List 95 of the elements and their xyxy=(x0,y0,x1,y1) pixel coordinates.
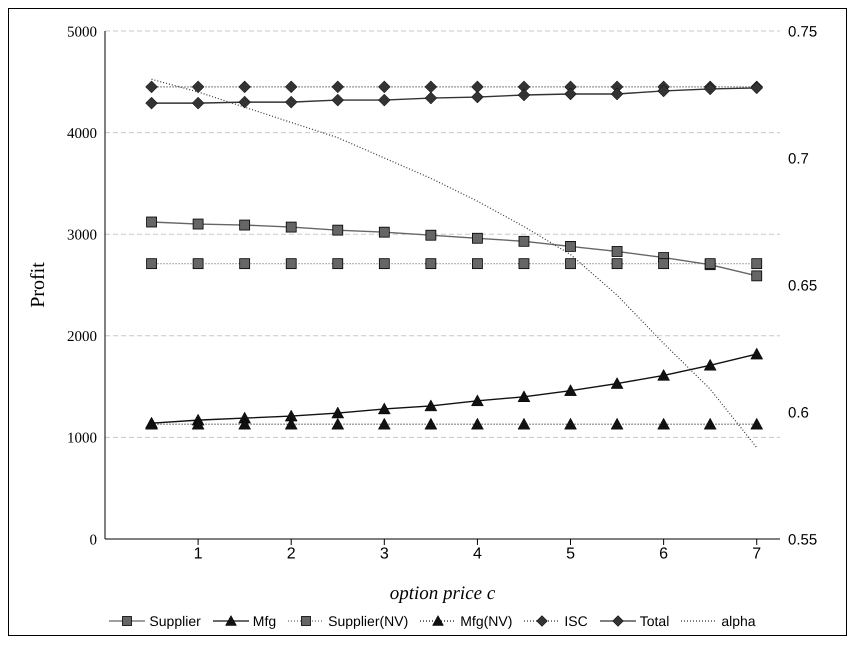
point xyxy=(472,258,483,270)
y-axis-title: Profit xyxy=(27,262,50,308)
point xyxy=(471,90,484,104)
point xyxy=(612,246,622,257)
point xyxy=(239,220,250,230)
point xyxy=(378,94,391,106)
x-tick-label: 3 xyxy=(380,545,389,562)
y-tick-label: 4000 xyxy=(67,126,97,142)
point xyxy=(518,258,530,270)
y2-tick-label: 0.65 xyxy=(788,277,818,294)
x-tick-label: 1 xyxy=(194,545,203,562)
x-tick-label: 2 xyxy=(286,545,296,562)
point xyxy=(332,94,344,106)
point xyxy=(332,406,344,418)
legend-label: Mfg(NV) xyxy=(460,613,512,629)
point xyxy=(424,418,438,430)
point xyxy=(751,270,762,282)
point xyxy=(471,80,484,94)
legend-label: ISC xyxy=(564,613,588,629)
point xyxy=(658,258,670,270)
x-tick-label: 4 xyxy=(472,545,482,562)
y2-tick-label: 0.7 xyxy=(788,150,809,168)
point xyxy=(565,258,576,270)
point xyxy=(704,359,716,371)
point xyxy=(518,390,530,402)
point xyxy=(425,230,436,241)
x-tick-label: 7 xyxy=(752,545,762,562)
point xyxy=(378,258,390,270)
point xyxy=(192,96,204,110)
point xyxy=(146,216,157,228)
x-tick-label: 6 xyxy=(659,545,668,562)
point xyxy=(472,232,483,244)
point xyxy=(518,88,530,102)
point xyxy=(610,377,624,389)
point xyxy=(332,258,344,270)
point xyxy=(750,348,763,360)
legend-label: Supplier xyxy=(149,613,201,629)
point xyxy=(518,418,530,430)
point xyxy=(145,96,158,110)
point xyxy=(751,258,762,270)
y-tick-label: 0 xyxy=(90,532,97,548)
point xyxy=(332,418,344,430)
point xyxy=(565,240,576,252)
legend-label: alpha xyxy=(721,613,756,629)
point xyxy=(192,418,204,430)
point xyxy=(424,92,438,104)
legend-label: Supplier(NV) xyxy=(328,613,408,629)
point xyxy=(192,218,204,230)
y2-tick-label: 0.75 xyxy=(788,23,818,40)
point xyxy=(471,394,484,406)
point xyxy=(286,258,297,270)
point xyxy=(471,418,484,430)
y2-tick-label: 0.6 xyxy=(788,404,809,422)
point xyxy=(378,402,391,414)
y-tick-label: 2000 xyxy=(67,329,97,346)
point xyxy=(564,88,577,100)
point xyxy=(564,384,577,396)
point xyxy=(378,80,391,94)
legend-label: Total xyxy=(640,613,670,629)
point xyxy=(238,96,251,108)
point xyxy=(239,258,250,270)
point xyxy=(657,369,670,381)
point xyxy=(192,258,204,270)
legend-label: Mfg xyxy=(252,613,276,629)
y-tick-label: 3000 xyxy=(67,228,97,244)
point xyxy=(192,80,204,94)
point xyxy=(238,418,251,430)
point xyxy=(564,418,577,430)
point xyxy=(424,400,438,412)
point xyxy=(704,418,716,430)
x-axis-title: option price c xyxy=(390,583,496,604)
y-tick-label: 5000 xyxy=(67,24,97,40)
point xyxy=(284,96,298,108)
point xyxy=(612,258,622,270)
point xyxy=(238,80,251,94)
point xyxy=(518,236,530,247)
y2-tick-label: 0.55 xyxy=(788,531,818,548)
point xyxy=(378,226,390,238)
point xyxy=(146,258,157,270)
x-tick-label: 5 xyxy=(566,545,576,562)
y-tick-label: 1000 xyxy=(67,430,97,447)
point xyxy=(425,258,436,270)
point xyxy=(610,418,624,430)
point xyxy=(378,418,391,430)
point xyxy=(286,222,297,232)
point xyxy=(657,84,670,98)
point xyxy=(284,418,298,430)
point xyxy=(750,418,763,430)
point xyxy=(657,418,670,430)
point xyxy=(424,80,438,94)
point xyxy=(284,80,298,94)
point xyxy=(610,88,624,100)
point xyxy=(332,80,344,94)
point xyxy=(145,80,158,94)
point xyxy=(332,224,344,236)
